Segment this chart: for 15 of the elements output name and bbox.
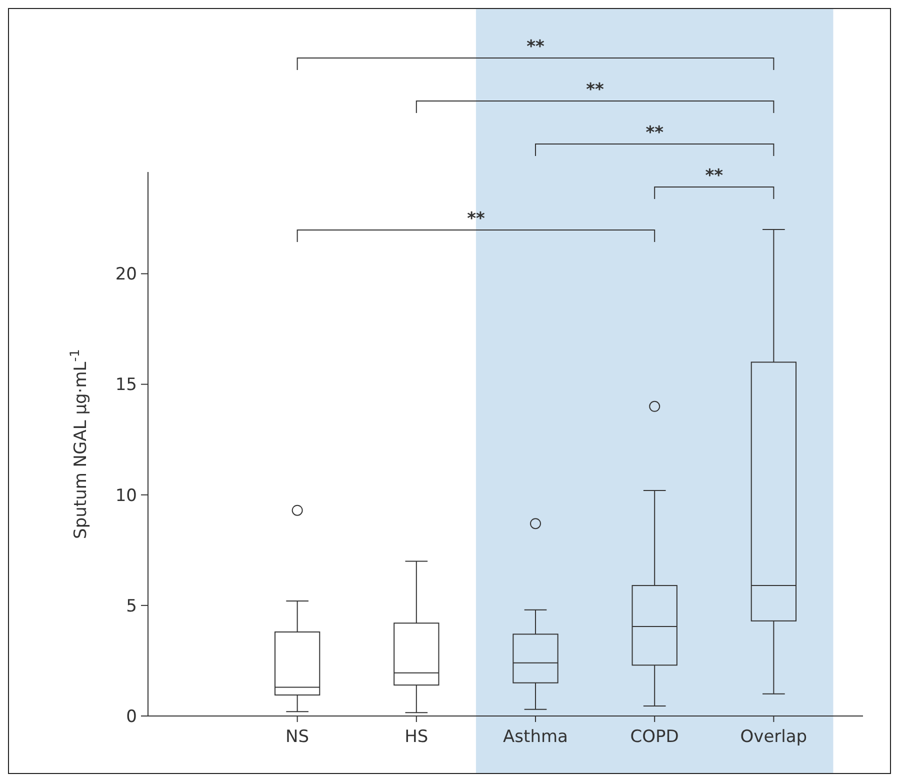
y-tick-label: 0 — [126, 706, 137, 727]
annotation: ** — [467, 209, 485, 229]
x-tick-label: NS — [286, 727, 310, 747]
text: ** — [586, 80, 604, 100]
x-tick-label: Overlap — [740, 727, 808, 747]
y-tick-label: 20 — [115, 264, 137, 285]
x-tick-label: COPD — [630, 727, 679, 747]
y-tick-label: 15 — [115, 375, 137, 396]
text: ** — [646, 123, 664, 143]
x-tick-label: HS — [404, 727, 428, 747]
text: ** — [526, 37, 544, 57]
y-tick-label: 5 — [126, 596, 137, 616]
x-tick-label: Asthma — [503, 727, 568, 747]
annotation: ** — [705, 166, 724, 186]
y-tick-label: 10 — [115, 486, 137, 506]
